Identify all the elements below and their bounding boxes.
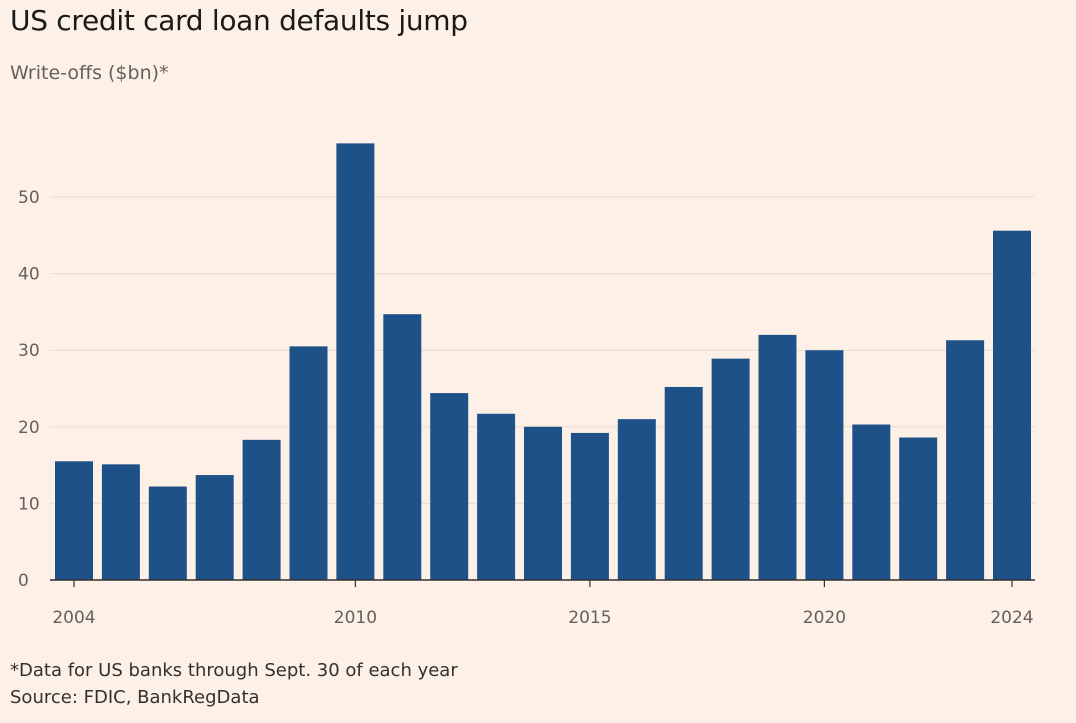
x-axis-labels: 2004 2010 2015 2020 2024 [52, 608, 1033, 628]
bar-2007 [195, 475, 234, 580]
x-tick-label: 2024 [990, 608, 1033, 628]
bar-2023 [946, 340, 985, 580]
x-tick-label: 2010 [334, 608, 377, 628]
y-tick-label: 40 [18, 265, 40, 285]
bar-2014 [524, 426, 562, 580]
bar-2004 [55, 461, 93, 580]
y-axis-labels: 0 10 20 30 40 50 [18, 188, 40, 591]
bar-2005 [101, 464, 140, 580]
bar-2013 [477, 413, 516, 580]
bar-2008 [242, 439, 281, 580]
bars [55, 143, 1031, 581]
x-tick-label: 2004 [52, 608, 95, 628]
footnote: *Data for US banks through Sept. 30 of e… [10, 660, 458, 681]
y-tick-label: 30 [18, 341, 40, 361]
x-tick-label: 2015 [568, 608, 611, 628]
bar-2021 [852, 424, 891, 580]
bar-2006 [148, 486, 187, 580]
y-tick-label: 20 [18, 418, 40, 438]
bar-2010 [336, 143, 375, 580]
bar-2009 [289, 346, 328, 580]
bar-2022 [899, 437, 938, 580]
source-note: Source: FDIC, BankRegData [10, 687, 260, 708]
bar-2024 [993, 230, 1031, 581]
x-tick-label: 2020 [803, 608, 846, 628]
chart-subtitle: Write-offs ($bn)* [10, 62, 169, 84]
bar-2017 [664, 386, 703, 580]
y-tick-label: 50 [18, 188, 40, 208]
bar-2011 [383, 314, 422, 580]
bar-2012 [430, 393, 469, 580]
chart-title: US credit card loan defaults jump [10, 4, 468, 37]
bar-2016 [617, 419, 656, 580]
bar-2019 [758, 334, 797, 580]
x-axis [50, 579, 1035, 587]
bar-2020 [805, 350, 844, 580]
y-tick-label: 0 [18, 571, 29, 591]
bar-2015 [570, 432, 609, 580]
bar-chart: 0 10 20 30 40 50 2004 2010 2015 2020 2024 [18, 143, 1035, 628]
bar-2018 [711, 358, 750, 580]
y-tick-label: 10 [18, 494, 40, 514]
